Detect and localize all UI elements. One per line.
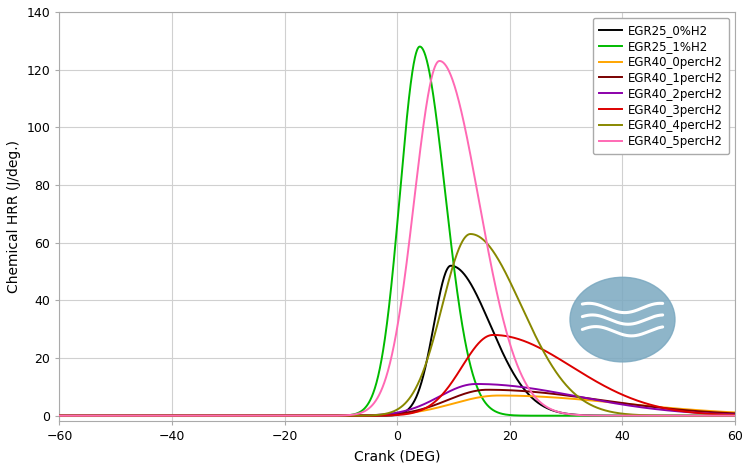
EGR25_0%H2 <box>365 413 374 418</box>
EGR40_0percH2 <box>365 413 374 418</box>
EGR40_0percH2 <box>730 410 740 415</box>
EGR40_5percH2 <box>435 58 444 64</box>
EGR40_5percH2 <box>730 413 740 418</box>
EGR40_3percH2 <box>488 332 497 338</box>
EGR40_1percH2 <box>55 413 64 418</box>
EGR40_1percH2 <box>587 396 596 402</box>
EGR40_0percH2 <box>89 413 98 418</box>
EGR25_0%H2 <box>711 413 720 418</box>
EGR40_3percH2 <box>89 413 98 418</box>
EGR40_3percH2 <box>383 413 392 418</box>
EGR40_0percH2 <box>711 408 720 414</box>
EGR40_3percH2 <box>365 413 374 418</box>
EGR25_0%H2 <box>730 413 740 418</box>
EGR40_2percH2 <box>472 381 481 387</box>
EGR40_0percH2 <box>587 398 596 403</box>
EGR25_1%H2 <box>89 413 98 418</box>
EGR40_2percH2 <box>383 411 392 417</box>
EGR40_3percH2 <box>730 412 740 418</box>
EGR40_5percH2 <box>89 413 98 418</box>
Line: EGR25_1%H2: EGR25_1%H2 <box>59 47 735 415</box>
EGR40_1percH2 <box>711 409 720 415</box>
EGR40_4percH2 <box>711 413 720 418</box>
EGR40_3percH2 <box>587 376 596 382</box>
EGR25_1%H2 <box>365 398 374 403</box>
EGR25_0%H2 <box>446 263 455 268</box>
Line: EGR40_1percH2: EGR40_1percH2 <box>59 390 735 415</box>
Legend: EGR25_0%H2, EGR25_1%H2, EGR40_0percH2, EGR40_1percH2, EGR40_2percH2, EGR40_3perc: EGR25_0%H2, EGR25_1%H2, EGR40_0percH2, E… <box>593 18 729 154</box>
EGR40_1percH2 <box>89 413 98 418</box>
Line: EGR40_3percH2: EGR40_3percH2 <box>59 335 735 415</box>
EGR25_1%H2 <box>730 413 740 418</box>
EGR40_5percH2 <box>383 368 392 374</box>
Line: EGR40_2percH2: EGR40_2percH2 <box>59 384 735 415</box>
EGR40_1percH2 <box>483 387 492 392</box>
EGR25_1%H2 <box>55 413 64 418</box>
EGR40_4percH2 <box>55 413 64 418</box>
EGR40_0percH2 <box>711 408 720 414</box>
EGR40_4percH2 <box>711 413 720 418</box>
EGR40_2percH2 <box>365 412 374 418</box>
EGR40_2percH2 <box>89 413 98 418</box>
Line: EGR40_5percH2: EGR40_5percH2 <box>59 61 735 415</box>
EGR40_5percH2 <box>365 405 374 410</box>
EGR40_5percH2 <box>711 413 720 418</box>
EGR40_4percH2 <box>587 402 596 408</box>
EGR40_2percH2 <box>55 413 64 418</box>
EGR25_1%H2 <box>587 413 596 418</box>
X-axis label: Crank (DEG): Crank (DEG) <box>354 449 440 463</box>
EGR40_1percH2 <box>711 409 720 415</box>
EGR40_2percH2 <box>711 411 720 416</box>
EGR25_0%H2 <box>55 413 64 418</box>
EGR25_1%H2 <box>416 44 424 49</box>
EGR25_0%H2 <box>587 413 596 418</box>
EGR40_5percH2 <box>55 413 64 418</box>
Line: EGR40_0percH2: EGR40_0percH2 <box>59 396 735 415</box>
EGR40_0percH2 <box>383 412 392 417</box>
EGR25_1%H2 <box>711 413 720 418</box>
Line: EGR25_0%H2: EGR25_0%H2 <box>59 266 735 415</box>
EGR40_3percH2 <box>711 411 720 417</box>
EGR40_0percH2 <box>55 413 64 418</box>
EGR40_5percH2 <box>711 413 720 418</box>
EGR40_1percH2 <box>383 412 392 417</box>
EGR40_2percH2 <box>587 396 596 402</box>
EGR40_3percH2 <box>55 413 64 418</box>
EGR40_4percH2 <box>383 410 392 416</box>
EGR40_0percH2 <box>494 393 503 399</box>
EGR40_3percH2 <box>711 411 720 417</box>
EGR40_4percH2 <box>89 413 98 418</box>
EGR40_4percH2 <box>365 413 374 418</box>
EGR25_0%H2 <box>89 413 98 418</box>
EGR25_0%H2 <box>711 413 720 418</box>
EGR25_0%H2 <box>383 413 392 418</box>
EGR40_5percH2 <box>587 413 596 418</box>
Line: EGR40_4percH2: EGR40_4percH2 <box>59 234 735 415</box>
EGR40_2percH2 <box>711 411 720 416</box>
EGR40_2percH2 <box>730 412 740 417</box>
EGR25_1%H2 <box>711 413 720 418</box>
EGR40_1percH2 <box>365 413 374 418</box>
EGR40_1percH2 <box>730 411 740 416</box>
EGR40_4percH2 <box>466 231 475 237</box>
Y-axis label: Chemical HRR (J/deg.): Chemical HRR (J/deg.) <box>7 140 21 293</box>
EGR40_4percH2 <box>730 413 740 418</box>
EGR25_1%H2 <box>383 313 392 318</box>
